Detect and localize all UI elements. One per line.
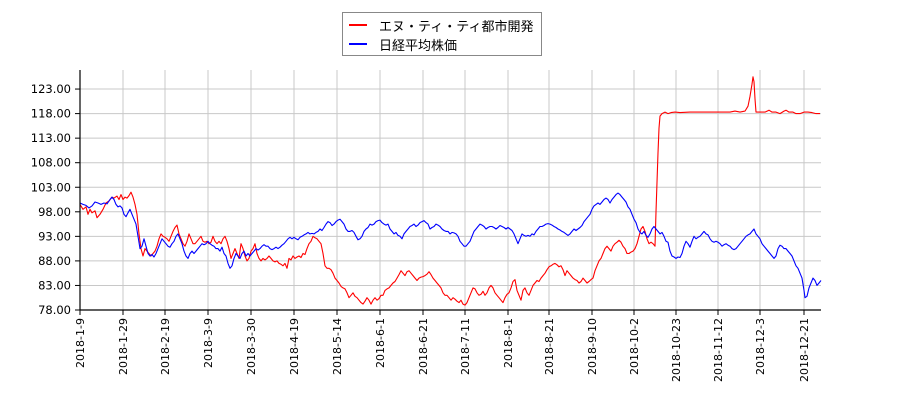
y-tick-label: 113.00 [31, 131, 71, 145]
x-tick-label: 2018-7-11 [459, 318, 472, 375]
legend-swatch-blue [349, 43, 367, 45]
legend-item-nikkei: 日経平均株価 [349, 35, 458, 54]
grid-lines [80, 70, 821, 310]
axes [75, 70, 821, 315]
x-tick-label: 2018-2-19 [159, 318, 172, 375]
y-tick-label: 83.00 [38, 278, 71, 292]
legend-item-ntt-urban: エヌ・ティ・ティ都市開発 [349, 16, 534, 35]
x-tick-label: 2018-12-21 [798, 318, 811, 382]
y-tick-label: 103.00 [31, 180, 71, 194]
x-tick-label: 2018-8-21 [543, 318, 556, 375]
x-tick-label: 2018-4-19 [288, 318, 301, 375]
y-axis-ticks: 123.00 118.00 113.00 108.00 103.00 98.00 93.00… [31, 82, 71, 317]
y-tick-label: 98.00 [38, 205, 71, 219]
x-tick-label: 2018-3-9 [202, 318, 215, 368]
y-tick-label: 118.00 [31, 107, 71, 121]
legend-label: エヌ・ティ・ティ都市開発 [379, 19, 534, 35]
x-axis-ticks: 2018-1-9 2018-1-29 2018-2-19 2018-3-9 2018-3… [74, 318, 811, 382]
legend-label: 日経平均株価 [379, 38, 458, 54]
x-tick-label: 2018-6-21 [417, 318, 430, 375]
y-tick-label: 78.00 [38, 303, 71, 317]
series-ntt-urban-line [79, 76, 820, 306]
x-tick-label: 2018-6-1 [374, 318, 387, 368]
series-nikkei-line [79, 192, 822, 299]
x-tick-label: 2018-10-23 [670, 318, 683, 382]
x-tick-label: 2018-10-2 [628, 318, 641, 375]
x-tick-label: 2018-12-3 [754, 318, 767, 375]
x-tick-label: 2018-5-14 [331, 318, 344, 375]
y-tick-label: 88.00 [38, 254, 71, 268]
y-tick-label: 108.00 [31, 156, 71, 170]
x-tick-label: 2018-8-1 [502, 318, 515, 368]
y-tick-label: 93.00 [38, 229, 71, 243]
chart-legend: エヌ・ティ・ティ都市開発 日経平均株価 [342, 12, 542, 56]
x-tick-label: 2018-3-30 [245, 318, 258, 375]
x-tick-label: 2018-9-10 [586, 318, 599, 375]
legend-swatch-red [349, 24, 367, 26]
y-tick-label: 123.00 [31, 82, 71, 96]
x-tick-label: 2018-1-29 [117, 318, 130, 375]
data-series [79, 76, 822, 306]
x-tick-label: 2018-11-12 [712, 318, 725, 382]
x-tick-label: 2018-1-9 [74, 318, 87, 368]
